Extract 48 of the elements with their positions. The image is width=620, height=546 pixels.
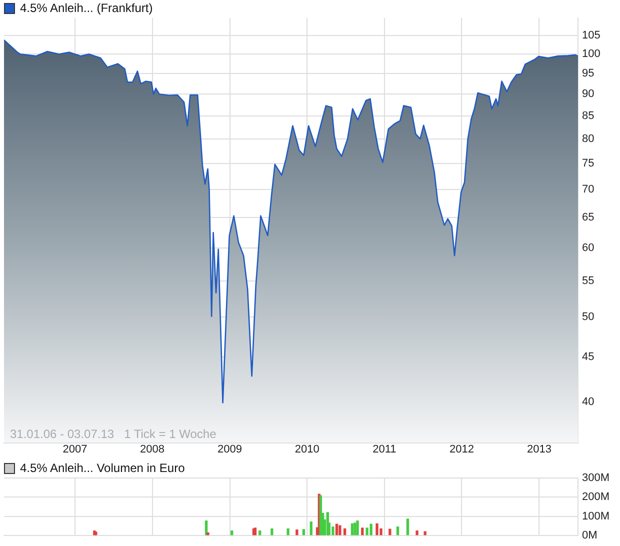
bar	[335, 524, 338, 536]
bar	[370, 524, 372, 536]
x-tick-label: 2011	[372, 443, 396, 456]
bar	[424, 531, 426, 536]
x-tick-label: 2007	[62, 443, 88, 456]
bar	[350, 523, 354, 536]
bar	[416, 530, 418, 536]
y-tick-label: 105	[582, 30, 600, 42]
bar	[270, 528, 274, 536]
bar	[396, 526, 400, 536]
x-tick-label: 2009	[218, 443, 242, 456]
bar	[356, 520, 359, 536]
annotation: 31.01.06 - 03.07.13 1 Tick = 1 Woche	[10, 427, 217, 442]
bar	[361, 528, 364, 536]
bar	[286, 528, 290, 536]
x-tick-label: 2013	[526, 443, 552, 456]
y-tick-label: 55	[582, 274, 594, 287]
bar	[406, 518, 410, 536]
y-tick-label: 70	[582, 184, 594, 196]
y-tick-label: 0M	[582, 529, 598, 542]
bar	[332, 526, 334, 536]
chart-title: 4.5% Anleih... Volumen in Euro	[20, 461, 185, 475]
y-tick-label: 300M	[582, 472, 610, 484]
y-tick-label: 65	[582, 212, 594, 224]
y-tick-label: 95	[582, 68, 594, 80]
y-tick-label: 45	[582, 351, 594, 364]
x-tick-label: 2012	[449, 443, 474, 456]
y-tick-label: 80	[582, 132, 594, 145]
bar	[354, 522, 356, 536]
y-tick-label: 90	[582, 88, 594, 100]
bar	[310, 521, 312, 536]
y-tick-label: 60	[582, 242, 594, 254]
chart-title: 4.5% Anleih... (Frankfurt)	[20, 1, 153, 15]
bar	[206, 532, 210, 536]
y-tick-label: 85	[582, 110, 594, 122]
y-tick-label: 75	[582, 157, 594, 170]
y-tick-label: 100M	[582, 510, 610, 522]
y-tick-label: 100	[582, 48, 600, 60]
bar	[366, 528, 368, 536]
x-tick-label: 2010	[294, 443, 320, 456]
bar	[296, 530, 298, 536]
bar	[338, 525, 342, 536]
y-tick-label: 200M	[582, 491, 610, 504]
bar	[302, 529, 306, 536]
x-tick-label: 2008	[140, 443, 165, 456]
bar	[376, 523, 378, 536]
y-tick-label: 40	[582, 396, 594, 408]
y-tick-label: 50	[582, 311, 594, 324]
